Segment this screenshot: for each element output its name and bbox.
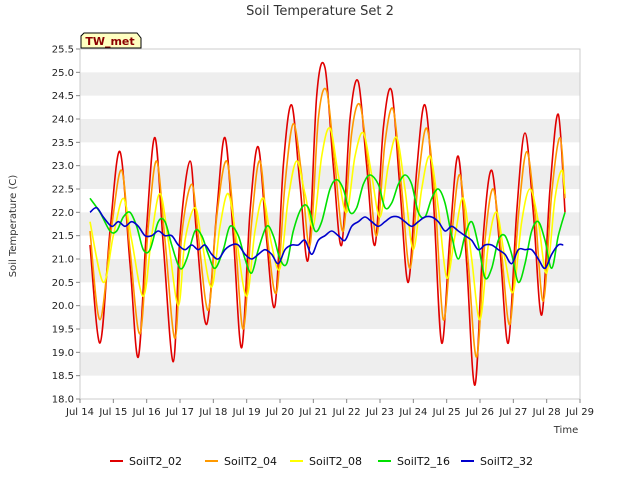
x-tick-label: Jul 26 [465, 407, 494, 418]
y-axis-label: Soil Temperature (C) [8, 175, 19, 278]
grid-band [80, 352, 580, 376]
y-tick-label: 18.5 [52, 371, 74, 382]
x-tick-label: Jul 17 [165, 407, 194, 418]
y-axis-ticks: 18.0 18.5 19.0 19.5 20.0 20.5 21.0 21.5 22.0 22.5… [52, 45, 80, 406]
y-tick-label: 18.0 [52, 395, 74, 406]
grid-band [80, 212, 580, 236]
station-badge: TW_met [80, 32, 142, 49]
x-tick-label: Jul 23 [365, 407, 394, 418]
x-tick-label: Jul 28 [532, 407, 561, 418]
y-tick-label: 24.0 [52, 115, 74, 126]
station-badge-box [80, 32, 142, 49]
series-line-soilt2_16 [89, 174, 566, 284]
x-tick-label: Jul 15 [98, 407, 127, 418]
series-line-soilt2_04 [89, 87, 566, 358]
y-tick-label: 22.5 [52, 185, 74, 196]
x-tick-label: Jul 27 [498, 407, 527, 418]
x-tick-label: Jul 18 [198, 407, 227, 418]
y-tick-label: 23.0 [52, 161, 74, 172]
y-tick-label: 25.5 [52, 45, 74, 56]
station-badge-label: TW_met [85, 35, 134, 48]
plot-area-border [79, 48, 581, 400]
y-tick-label: 20.0 [52, 301, 74, 312]
x-tick-label: Jul 14 [65, 407, 94, 418]
y-tick-label: 20.5 [52, 278, 74, 289]
series-line-soilt2_02 [89, 61, 566, 386]
x-tick-label: Jul 24 [398, 407, 427, 418]
legend: SoilT2_02 SoilT2_04 SoilT2_08 SoilT2_16 Soil… [110, 455, 533, 468]
y-tick-label: 25.0 [52, 68, 74, 79]
legend-label-soilt2_16: SoilT2_16 [397, 455, 450, 468]
legend-label-soilt2_32: SoilT2_32 [480, 455, 533, 468]
series-lines [89, 61, 566, 386]
x-axis-ticks: Jul 14 Jul 15 Jul 16 Jul 17 Jul 18 Jul 19 Jul … [65, 399, 594, 418]
legend-label-soilt2_02: SoilT2_02 [129, 455, 182, 468]
grid-band [80, 72, 580, 96]
x-tick-label: Jul 20 [265, 407, 294, 418]
x-tick-label: Jul 25 [432, 407, 461, 418]
y-tick-label: 22.0 [52, 208, 74, 219]
series-line-soilt2_32 [89, 206, 564, 270]
legend-label-soilt2_08: SoilT2_08 [309, 455, 362, 468]
y-tick-label: 21.5 [52, 231, 74, 242]
x-tick-label: Jul 16 [132, 407, 161, 418]
x-tick-label: Jul 19 [232, 407, 261, 418]
grid-band [80, 165, 580, 189]
y-tick-label: 24.5 [52, 91, 74, 102]
legend-label-soilt2_04: SoilT2_04 [224, 455, 277, 468]
series-line-soilt2_08 [89, 127, 566, 321]
x-tick-label: Jul 29 [565, 407, 594, 418]
x-axis-label: Time [553, 425, 578, 436]
y-tick-label: 19.0 [52, 348, 74, 359]
x-tick-label: Jul 22 [332, 407, 361, 418]
chart-title: Soil Temperature Set 2 [246, 4, 394, 19]
y-tick-label: 19.5 [52, 325, 74, 336]
y-tick-label: 23.5 [52, 138, 74, 149]
x-tick-label: Jul 21 [298, 407, 327, 418]
y-tick-label: 21.0 [52, 255, 74, 266]
